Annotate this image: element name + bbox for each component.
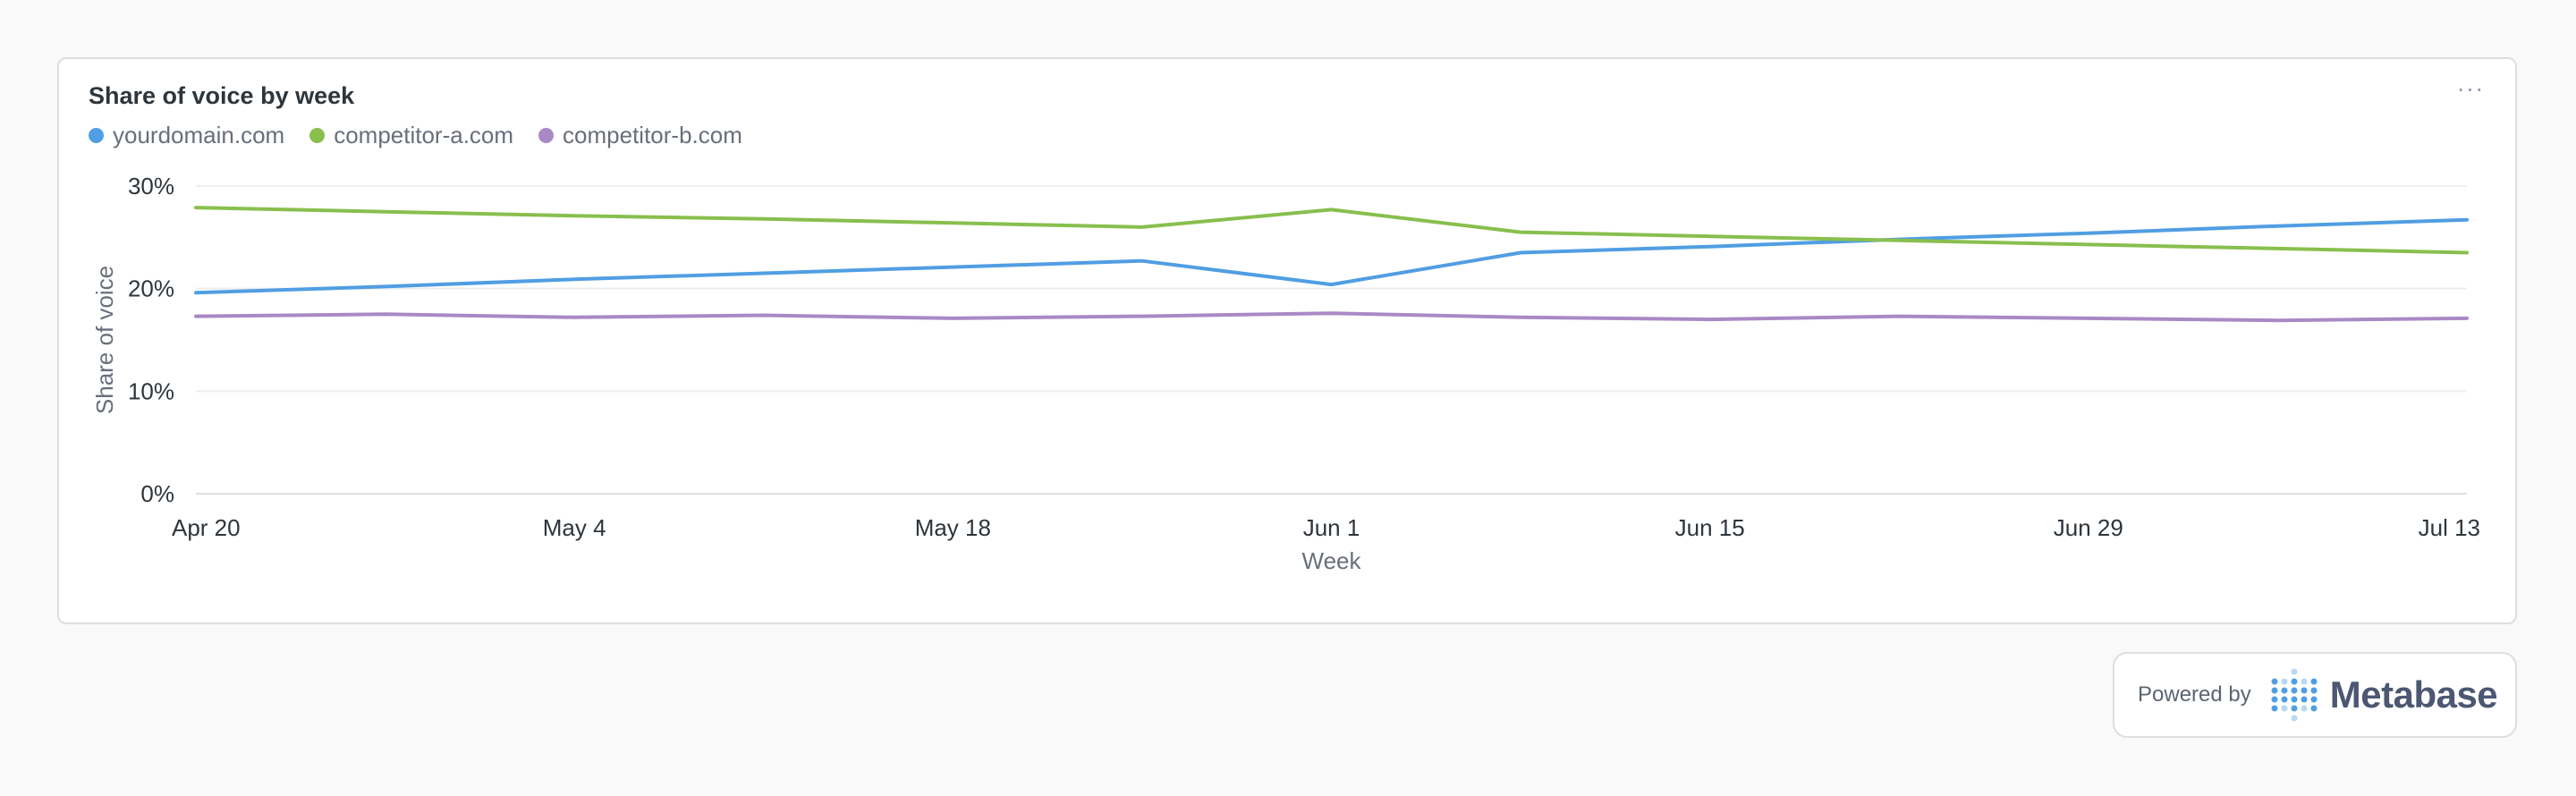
x-tick-label-4: Jun 15 (1675, 514, 1745, 541)
x-axis-label: Week (1302, 547, 1362, 574)
x-tick-label-2: May 18 (915, 514, 991, 541)
x-tick-label-1: May 4 (543, 514, 606, 541)
y-axis-label: Share of voice (91, 266, 118, 414)
legend-label-series-0: yourdomain.com (113, 122, 285, 148)
powered-by-label: Powered by (2138, 682, 2251, 707)
line-chart: 0% 10% 20% 30% Apr 20 May 4 May 18 Jun 1 Jun 15 J… (91, 173, 2480, 574)
legend-item-series-1[interactable]: competitor-a.com (309, 122, 513, 149)
powered-by-badge[interactable]: Powered by Metabase (2113, 652, 2517, 738)
series-line-1 (194, 206, 2469, 255)
card-menu-button[interactable]: ··· (2456, 74, 2485, 102)
y-tick-label-1: 10% (128, 377, 174, 404)
legend-dot-series-2 (538, 128, 555, 143)
x-tick-label-6: Jul 13 (2419, 514, 2480, 541)
x-tick-label-3: Jun 1 (1303, 514, 1360, 541)
legend-item-series-2[interactable]: competitor-b.com (538, 122, 742, 149)
metabase-wordmark: Metabase (2329, 673, 2498, 716)
legend-label-series-2: competitor-b.com (563, 122, 742, 148)
series-line-2 (194, 311, 2469, 323)
chart-card: Share of voice by week ··· yourdomain.co… (57, 57, 2517, 624)
legend-item-series-0[interactable]: yourdomain.com (89, 122, 284, 149)
y-tick-label-0: 0% (140, 480, 174, 507)
x-tick-label-5: Jun 29 (2054, 514, 2123, 541)
legend-dot-series-0 (89, 128, 104, 143)
metabase-logo-icon (2271, 668, 2318, 722)
legend-dot-series-1 (309, 128, 326, 143)
x-tick-label-0: Apr 20 (172, 514, 241, 541)
y-tick-label-3: 30% (128, 173, 174, 199)
legend-label-series-1: competitor-a.com (334, 122, 514, 148)
chart-legend: yourdomain.com competitor-a.com competit… (89, 122, 742, 149)
series-line-0 (194, 217, 2469, 295)
y-tick-label-2: 20% (128, 275, 174, 302)
chart-title: Share of voice by week (89, 82, 355, 109)
